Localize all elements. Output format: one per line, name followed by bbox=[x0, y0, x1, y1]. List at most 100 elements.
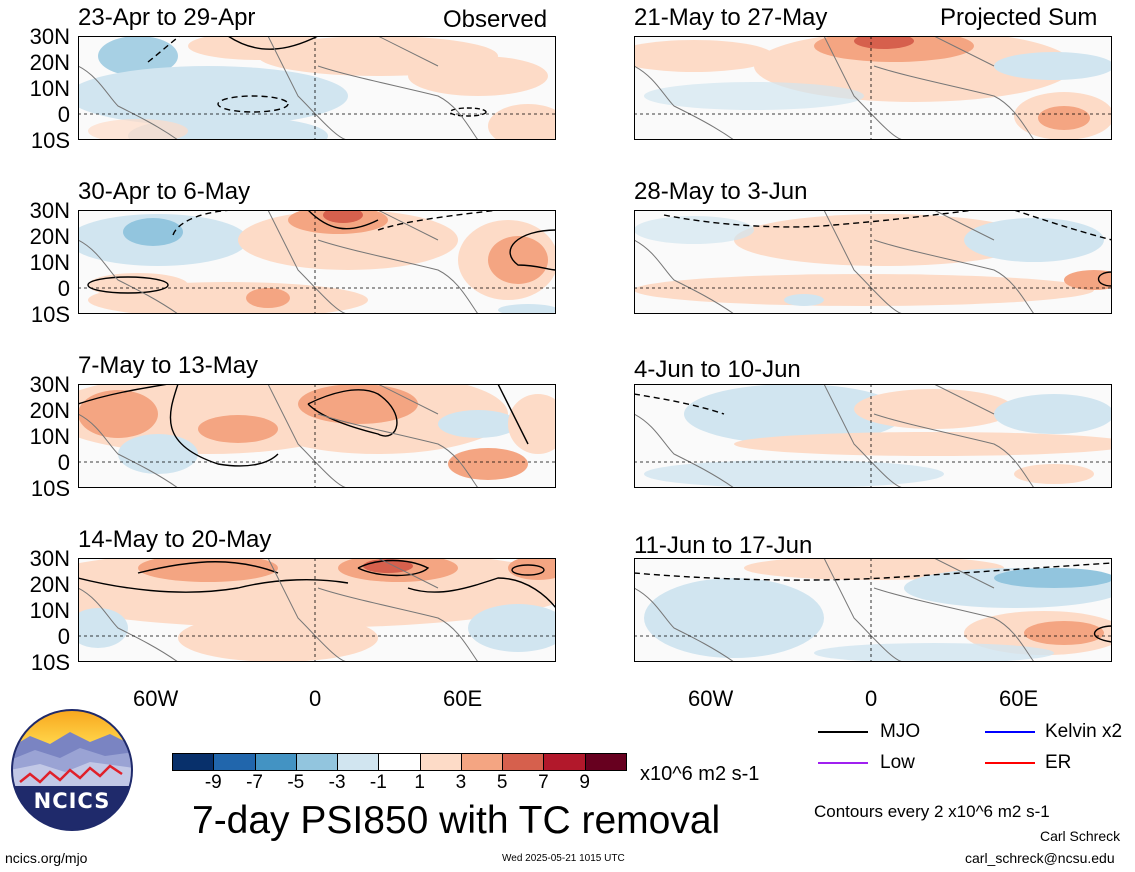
colorbar-tick-label: 3 bbox=[455, 772, 467, 793]
field-shading bbox=[634, 210, 1112, 314]
colorbar-swatch bbox=[295, 753, 339, 771]
contours bbox=[147, 36, 487, 117]
coastlines bbox=[78, 558, 479, 662]
observed-label: Observed bbox=[443, 6, 548, 33]
reference-lines bbox=[634, 558, 1112, 662]
colorbar-tick-label: -9 bbox=[204, 772, 222, 793]
author-email[interactable]: carl_schreck@ncsu.edu bbox=[965, 850, 1115, 866]
panel-title-left-1: 23-Apr to 29-Apr bbox=[78, 4, 256, 31]
colorbar-swatch bbox=[419, 753, 462, 771]
lat-label: 0 bbox=[57, 102, 70, 127]
contours bbox=[78, 559, 556, 609]
lat-label: 30N bbox=[29, 24, 70, 49]
panel-title-left-2: 30-Apr to 6-May bbox=[78, 178, 251, 205]
panel-title-right-3: 4-Jun to 10-Jun bbox=[634, 356, 801, 383]
panel-title-right-2: 28-May to 3-Jun bbox=[634, 178, 808, 205]
legend-er-label: ER bbox=[1045, 752, 1072, 773]
map-panel-left-1 bbox=[78, 36, 556, 140]
coastlines bbox=[78, 210, 479, 314]
colorbar-swatch bbox=[502, 753, 545, 771]
colorbar-tick-label: -7 bbox=[246, 772, 263, 793]
colorbar-swatch bbox=[378, 753, 421, 771]
colorbar bbox=[172, 753, 627, 771]
colorbar-tick-label: 7 bbox=[538, 772, 549, 793]
ncics-logo-text: NCICS bbox=[33, 789, 111, 813]
colorbar-swatch bbox=[172, 753, 215, 771]
timestamp: Wed 2025-05-21 1015 UTC bbox=[502, 853, 625, 864]
projected-sum-label: Projected Sum bbox=[940, 4, 1098, 31]
map-panel-right-3 bbox=[634, 384, 1112, 488]
lat-label: 30N bbox=[29, 372, 70, 397]
ncics-logo: NCICS bbox=[10, 708, 134, 832]
coastlines bbox=[634, 558, 1035, 662]
contours bbox=[663, 210, 1112, 287]
map-panel-right-2 bbox=[634, 210, 1112, 314]
map-panel-right-1 bbox=[634, 36, 1112, 140]
map-panel-left-4 bbox=[78, 558, 556, 662]
legend-kelvin-line bbox=[985, 731, 1035, 733]
lon-label: 60E bbox=[443, 686, 483, 711]
field-shading bbox=[78, 384, 556, 488]
site-link[interactable]: ncics.org/mjo bbox=[5, 850, 88, 866]
legend-mjo-line bbox=[818, 731, 868, 733]
lat-label: 10N bbox=[29, 598, 70, 623]
colorbar-tick-label: 1 bbox=[414, 772, 425, 793]
coastlines bbox=[78, 36, 479, 140]
field-shading bbox=[634, 558, 1112, 662]
legend-mjo-label: MJO bbox=[880, 721, 921, 742]
lon-label: 0 bbox=[865, 686, 878, 711]
reference-lines bbox=[634, 384, 1112, 488]
panel-title-left-4: 14-May to 20-May bbox=[78, 526, 272, 553]
colorbar-swatch bbox=[543, 753, 586, 771]
lon-label: 60W bbox=[688, 686, 734, 711]
lat-label: 20N bbox=[29, 224, 70, 249]
field-shading bbox=[634, 384, 1112, 488]
lat-label: 10S bbox=[30, 476, 70, 501]
reference-lines bbox=[78, 36, 556, 140]
colorbar-swatch bbox=[254, 753, 297, 771]
reference-lines bbox=[78, 210, 556, 314]
map-panel-left-3 bbox=[78, 384, 556, 488]
contours bbox=[634, 393, 725, 415]
panel-title-right-4: 11-Jun to 17-Jun bbox=[634, 532, 813, 559]
colorbar-tick-label: -3 bbox=[328, 772, 346, 793]
colorbar-swatch bbox=[213, 753, 256, 771]
lat-label: 10N bbox=[29, 424, 70, 449]
lat-label: 10S bbox=[30, 650, 70, 675]
lat-label: 20N bbox=[29, 398, 70, 423]
panel-title-right-1: 21-May to 27-May bbox=[634, 4, 828, 31]
reference-lines bbox=[634, 36, 1112, 140]
lat-label: 30N bbox=[29, 546, 70, 571]
lon-label: 60W bbox=[133, 686, 179, 711]
lat-label: 10S bbox=[30, 128, 70, 153]
lat-label: 10S bbox=[30, 302, 70, 327]
field-shading bbox=[78, 210, 556, 314]
lon-label: 60E bbox=[999, 686, 1039, 711]
colorbar-tick-label: 9 bbox=[579, 772, 590, 793]
lat-label: 0 bbox=[57, 624, 70, 649]
colorbar-tick-label: 5 bbox=[496, 772, 508, 793]
reference-lines bbox=[634, 210, 1112, 314]
reference-lines bbox=[78, 558, 556, 662]
map-panel-right-4 bbox=[634, 558, 1112, 662]
lat-label: 0 bbox=[57, 276, 70, 301]
colorbar-swatch bbox=[584, 753, 627, 771]
coastlines bbox=[634, 384, 1035, 488]
lat-label: 10N bbox=[29, 76, 70, 101]
lat-label: 20N bbox=[29, 572, 70, 597]
coastlines bbox=[634, 210, 1035, 314]
colorbar-swatch bbox=[460, 753, 504, 771]
panel-title-left-3: 7-May to 13-May bbox=[78, 352, 259, 379]
field-shading bbox=[634, 36, 1112, 140]
colorbar-tick-label: -1 bbox=[369, 772, 387, 793]
contours bbox=[634, 562, 1112, 643]
lat-label: 30N bbox=[29, 198, 70, 223]
main-title: 7-day PSI850 with TC removal bbox=[192, 799, 721, 842]
reference-lines bbox=[78, 384, 556, 488]
field-shading bbox=[78, 558, 556, 662]
lat-label: 0 bbox=[57, 450, 70, 475]
map-panel-left-2 bbox=[78, 210, 556, 314]
coastlines bbox=[634, 36, 1035, 140]
contours bbox=[78, 384, 529, 467]
legend-kelvin-label: Kelvin x2 bbox=[1045, 721, 1123, 742]
